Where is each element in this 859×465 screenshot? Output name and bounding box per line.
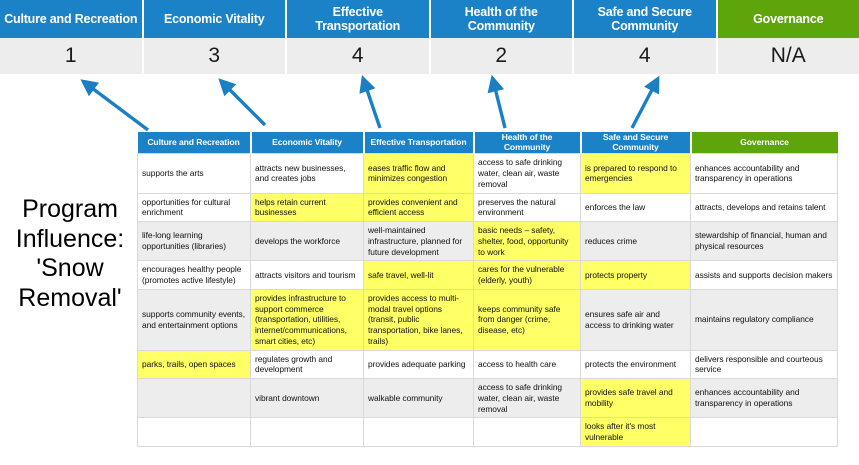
matrix-cell-r4-c5: maintains regulatory compliance (690, 288, 838, 351)
arrow-group (80, 74, 660, 132)
scorecard-value-1: 3 (143, 38, 287, 74)
matrix-column-header-0: Culture and Recreation (137, 132, 252, 154)
matrix-column-header-3: Health of the Community (473, 132, 582, 154)
arrow-health-community (487, 74, 507, 129)
matrix-cell-r6-c1: vibrant downtown (250, 377, 364, 419)
matrix-cell-r4-c0: supports community events, and entertain… (137, 288, 251, 351)
matrix-cell-r7-c2 (363, 417, 474, 447)
scorecard-value-0: 1 (0, 38, 144, 74)
matrix-cell-r4-c2: provides access to multi-modal travel op… (363, 288, 474, 351)
arrow-economic-vitality (218, 78, 267, 127)
table-row: opportunities for cultural enrichment hel… (137, 192, 838, 222)
table-row: parks, trails, open spaces regulates grow… (137, 349, 838, 379)
scorecard: Culture and Recreation Economic Vitality E… (0, 0, 859, 74)
table-row: vibrant downtown walkable community access… (137, 377, 838, 419)
matrix-cell-r6-c2: walkable community (363, 377, 474, 419)
matrix-cell-r1-c2: provides convenient and efficient access (363, 192, 474, 222)
caption-line-3: 'Snow (36, 254, 104, 282)
matrix-cell-r2-c2: well-maintained infrastructure, planned … (363, 220, 474, 262)
caption-line-1: Program (22, 195, 118, 223)
caption-line-4: Removal' (18, 283, 122, 312)
table-row: looks after it's most vulnerable (137, 417, 838, 447)
matrix-cell-r7-c5 (690, 417, 838, 447)
table-row: encourages healthy people (promotes acti… (137, 260, 838, 290)
matrix-cell-r4-c1: provides infrastructure to support comme… (250, 288, 364, 351)
matrix-cell-r4-c4: ensures safe air and access to drinking … (580, 288, 691, 351)
matrix-cell-r6-c4: provides safe travel and mobility (580, 377, 691, 419)
scorecard-value-3: 2 (430, 38, 574, 74)
arrow-culture-recreation (80, 79, 150, 132)
scorecard-header-3: Health of the Community (430, 0, 574, 38)
matrix-cell-r3-c2: safe travel, well-lit (363, 260, 474, 290)
matrix-cell-r0-c0: supports the arts (137, 153, 251, 194)
matrix-cell-r7-c1 (250, 417, 364, 447)
matrix-cell-r3-c3: cares for the vulnerable (elderly, youth… (473, 260, 581, 290)
table-row: life-long learning opportunities (librar… (137, 220, 838, 262)
scorecard-header-1: Economic Vitality (143, 0, 287, 38)
matrix-cell-r2-c0: life-long learning opportunities (librar… (137, 220, 251, 262)
scorecard-header-0: Culture and Recreation (0, 0, 144, 38)
matrix-cell-r5-c5: delivers responsible and courteous servi… (690, 349, 838, 379)
matrix-cell-r2-c3: basic needs – safety, shelter, food, opp… (473, 220, 581, 262)
matrix-column-header-4: Safe and Secure Community (580, 132, 692, 154)
table-row: supports community events, and entertain… (137, 288, 838, 351)
matrix-cell-r6-c0 (137, 377, 251, 419)
matrix-cell-r0-c5: enhances accountability and transparency… (690, 153, 838, 194)
matrix-cell-r7-c4: looks after it's most vulnerable (580, 417, 691, 447)
matrix-cell-r0-c3: access to safe drinking water, clean air… (473, 153, 581, 194)
matrix-cell-r3-c4: protects property (580, 260, 691, 290)
matrix-header-row: Culture and Recreation Economic Vitality E… (137, 132, 838, 154)
scorecard-value-4: 4 (574, 38, 718, 74)
table-row: supports the arts attracts new businesses… (137, 153, 838, 194)
matrix-cell-r0-c4: is prepared to respond to emergencies (580, 153, 691, 194)
matrix-cell-r5-c0: parks, trails, open spaces (137, 349, 251, 379)
matrix-cell-r2-c1: develops the workforce (250, 220, 364, 262)
program-influence-matrix: Culture and Recreation Economic Vitality E… (137, 132, 838, 447)
matrix-cell-r5-c1: regulates growth and development (250, 349, 364, 379)
matrix-cell-r2-c4: reduces crime (580, 220, 691, 262)
scorecard-header-row: Culture and Recreation Economic Vitality E… (0, 0, 859, 38)
matrix-column-header-5: Governance (690, 132, 838, 154)
matrix-cell-r3-c1: attracts visitors and tourism (250, 260, 364, 290)
matrix-cell-r3-c0: encourages healthy people (promotes acti… (137, 260, 251, 290)
matrix-cell-r3-c5: assists and supports decision makers (690, 260, 838, 290)
matrix-cell-r0-c2: eases traffic flow and minimizes congest… (363, 153, 474, 194)
matrix-cell-r1-c0: opportunities for cultural enrichment (137, 192, 251, 222)
matrix-cell-r7-c0 (137, 417, 251, 447)
matrix-cell-r5-c2: provides adequate parking (363, 349, 474, 379)
arrow-safe-secure-community (630, 75, 660, 129)
matrix-cell-r7-c3 (473, 417, 581, 447)
matrix-cell-r6-c5: enhances accountability and transparency… (690, 377, 838, 419)
matrix-cell-r5-c4: protects the environment (580, 349, 691, 379)
matrix-cell-r1-c1: helps retain current businesses (250, 192, 364, 222)
arrow-effective-transportation (359, 74, 382, 129)
matrix-cell-r6-c3: access to safe drinking water, clean air… (473, 377, 581, 419)
scorecard-header-4: Safe and Secure Community (574, 0, 718, 38)
matrix-column-header-1: Economic Vitality (250, 132, 365, 154)
matrix-column-header-2: Effective Transportation (363, 132, 475, 154)
matrix-cell-r2-c5: stewardship of financial, human and phys… (690, 220, 838, 262)
scorecard-value-5: N/A (717, 38, 859, 74)
page-title: Program Influence: 'Snow Removal' (6, 195, 134, 313)
matrix-cell-r5-c3: access to health care (473, 349, 581, 379)
matrix-cell-r0-c1: attracts new businesses, and creates job… (250, 153, 364, 194)
scorecard-value-row: 1 3 4 2 4 N/A (0, 38, 859, 74)
scorecard-value-2: 4 (287, 38, 431, 74)
matrix-cell-r1-c5: attracts, develops and retains talent (690, 192, 838, 222)
scorecard-header-2: Effective Transportation (287, 0, 431, 38)
scorecard-header-5: Governance (717, 0, 859, 38)
matrix-cell-r4-c3: keeps community safe from danger (crime,… (473, 288, 581, 351)
matrix-body: supports the arts attracts new businesses… (137, 153, 838, 447)
matrix-cell-r1-c4: enforces the law (580, 192, 691, 222)
matrix-cell-r1-c3: preserves the natural environment (473, 192, 581, 222)
caption-line-2: Influence: (15, 224, 125, 253)
